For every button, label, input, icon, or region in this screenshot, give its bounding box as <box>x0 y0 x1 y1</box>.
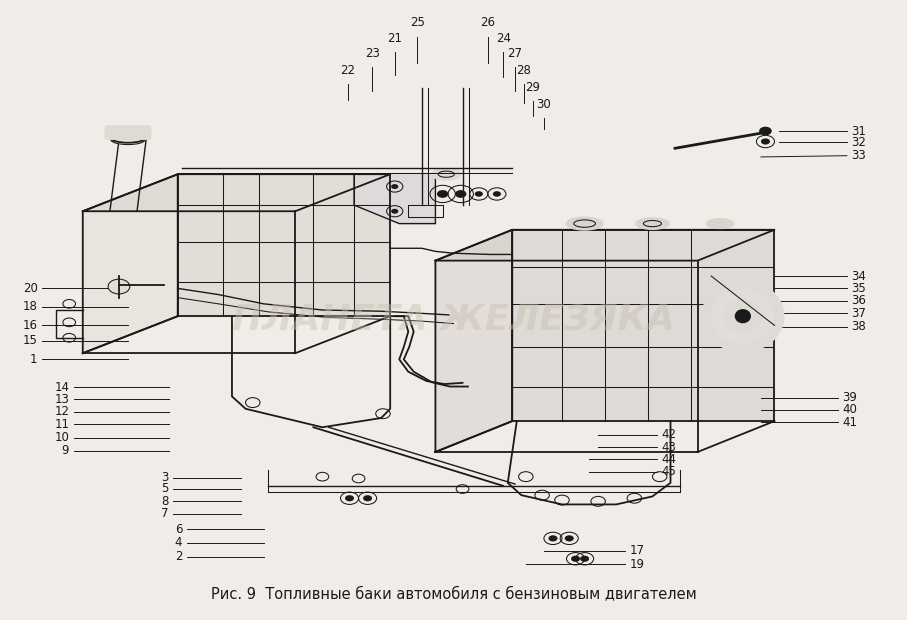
Text: 18: 18 <box>23 301 37 314</box>
Polygon shape <box>178 174 390 316</box>
Text: 44: 44 <box>661 453 677 466</box>
Text: 13: 13 <box>54 393 69 406</box>
Text: 5: 5 <box>161 482 169 495</box>
Text: 22: 22 <box>340 64 356 77</box>
Text: 33: 33 <box>852 149 866 162</box>
Text: 28: 28 <box>517 64 532 77</box>
Circle shape <box>474 191 483 197</box>
FancyBboxPatch shape <box>105 126 151 139</box>
Text: 14: 14 <box>54 381 69 394</box>
Text: 6: 6 <box>175 523 182 536</box>
Text: 41: 41 <box>843 416 857 429</box>
Ellipse shape <box>735 309 751 323</box>
Ellipse shape <box>111 135 145 144</box>
Text: 17: 17 <box>629 544 645 557</box>
Circle shape <box>759 126 772 135</box>
Circle shape <box>391 209 398 214</box>
Circle shape <box>108 279 130 294</box>
Text: 3: 3 <box>161 471 169 484</box>
Text: ПЛАНЕТА ЖЕЛЕЗЯКА: ПЛАНЕТА ЖЕЛЕЗЯКА <box>232 303 675 336</box>
Text: 11: 11 <box>54 418 69 431</box>
Polygon shape <box>512 230 775 421</box>
Text: 30: 30 <box>537 97 551 110</box>
Text: 9: 9 <box>62 444 69 457</box>
Text: 29: 29 <box>525 81 541 94</box>
Text: 19: 19 <box>629 558 645 571</box>
Text: 26: 26 <box>481 16 495 29</box>
Text: 10: 10 <box>54 432 69 445</box>
Text: 25: 25 <box>410 16 424 29</box>
Polygon shape <box>83 174 178 353</box>
Ellipse shape <box>712 289 774 343</box>
Text: 36: 36 <box>852 294 866 308</box>
Circle shape <box>345 495 354 502</box>
Circle shape <box>455 190 466 198</box>
Ellipse shape <box>567 218 602 230</box>
Text: 24: 24 <box>496 32 511 45</box>
Text: 16: 16 <box>23 319 37 332</box>
Text: 31: 31 <box>852 125 866 138</box>
Text: 45: 45 <box>661 465 677 478</box>
Text: 21: 21 <box>387 32 402 45</box>
Text: Рис. 9  Топливные баки автомобиля с бензиновым двигателем: Рис. 9 Топливные баки автомобиля с бензи… <box>210 587 697 601</box>
Text: 35: 35 <box>852 282 866 295</box>
Polygon shape <box>83 174 390 211</box>
Circle shape <box>493 191 501 197</box>
Polygon shape <box>435 230 512 452</box>
Text: 15: 15 <box>23 334 37 347</box>
Circle shape <box>565 535 574 541</box>
Polygon shape <box>354 174 435 224</box>
Text: 37: 37 <box>852 306 866 319</box>
Circle shape <box>580 556 590 562</box>
Circle shape <box>549 535 558 541</box>
Ellipse shape <box>702 281 784 352</box>
Ellipse shape <box>724 299 762 333</box>
Text: 23: 23 <box>365 47 379 60</box>
Text: 39: 39 <box>843 391 857 404</box>
Text: 32: 32 <box>852 136 866 149</box>
Circle shape <box>437 190 448 198</box>
Text: 27: 27 <box>508 47 522 60</box>
Text: 34: 34 <box>852 270 866 283</box>
Text: 4: 4 <box>175 536 182 549</box>
Text: 42: 42 <box>661 428 677 441</box>
Text: 1: 1 <box>30 353 37 366</box>
Text: 2: 2 <box>175 551 182 564</box>
Text: 40: 40 <box>843 404 857 417</box>
Text: 20: 20 <box>23 282 37 295</box>
Circle shape <box>391 184 398 189</box>
Circle shape <box>363 495 372 502</box>
Text: 8: 8 <box>161 495 169 508</box>
Text: 43: 43 <box>661 441 677 453</box>
Text: 38: 38 <box>852 320 866 333</box>
Ellipse shape <box>707 219 734 228</box>
Circle shape <box>761 138 770 144</box>
Circle shape <box>571 556 580 562</box>
Text: 7: 7 <box>161 507 169 520</box>
Text: 12: 12 <box>54 405 69 419</box>
Ellipse shape <box>636 218 668 229</box>
Polygon shape <box>435 230 775 260</box>
Ellipse shape <box>432 169 461 180</box>
